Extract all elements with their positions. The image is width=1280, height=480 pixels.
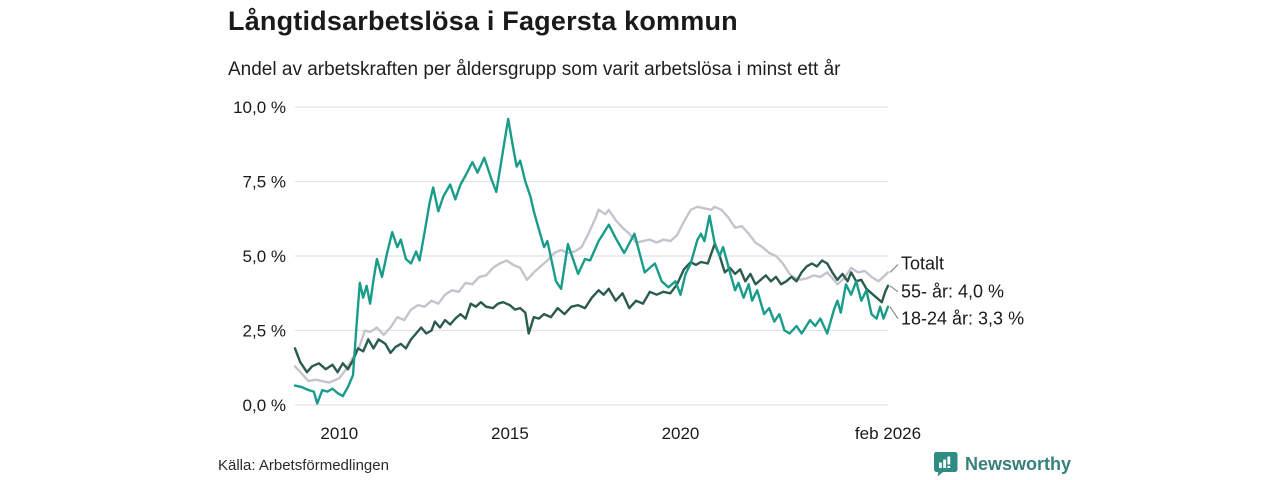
newsworthy-logo-icon <box>933 452 958 477</box>
y-axis-tick-label: 0,0 % <box>243 396 286 415</box>
source-caption: Källa: Arbetsförmedlingen <box>218 457 389 474</box>
y-axis-tick-label: 5,0 % <box>243 247 286 266</box>
series-line-18-24 år <box>293 117 890 405</box>
x-axis-tick-label: 2010 <box>320 424 358 443</box>
legend-label-Totalt: Totalt <box>901 253 945 274</box>
x-axis-tick-label: feb 2026 <box>855 424 921 443</box>
legend-label-18-24 år: 18-24 år: 3,3 % <box>901 308 1025 329</box>
chart-subtitle: Andel av arbetskraften per åldersgrupp s… <box>228 59 841 80</box>
newsworthy-branding: Newsworthy <box>933 451 1071 477</box>
legend-leader-line <box>889 263 899 273</box>
y-axis-tick-label: 10,0 % <box>233 98 286 117</box>
page-title: Långtidsarbetslösa i Fagersta kommun <box>228 6 738 36</box>
y-axis-tick-label: 7,5 % <box>243 173 286 192</box>
x-axis-tick-label: 2015 <box>491 424 529 443</box>
y-axis-tick-label: 2,5 % <box>243 322 286 341</box>
series-line-55- år <box>293 242 890 374</box>
legend-label-55- år: 55- år: 4,0 % <box>901 281 1005 302</box>
series-line-Totalt <box>293 205 890 384</box>
legend-leader-line <box>889 285 899 293</box>
legend-leader-line <box>889 306 899 319</box>
newsworthy-wordmark: Newsworthy <box>965 453 1072 474</box>
x-axis-tick-label: 2020 <box>662 424 700 443</box>
